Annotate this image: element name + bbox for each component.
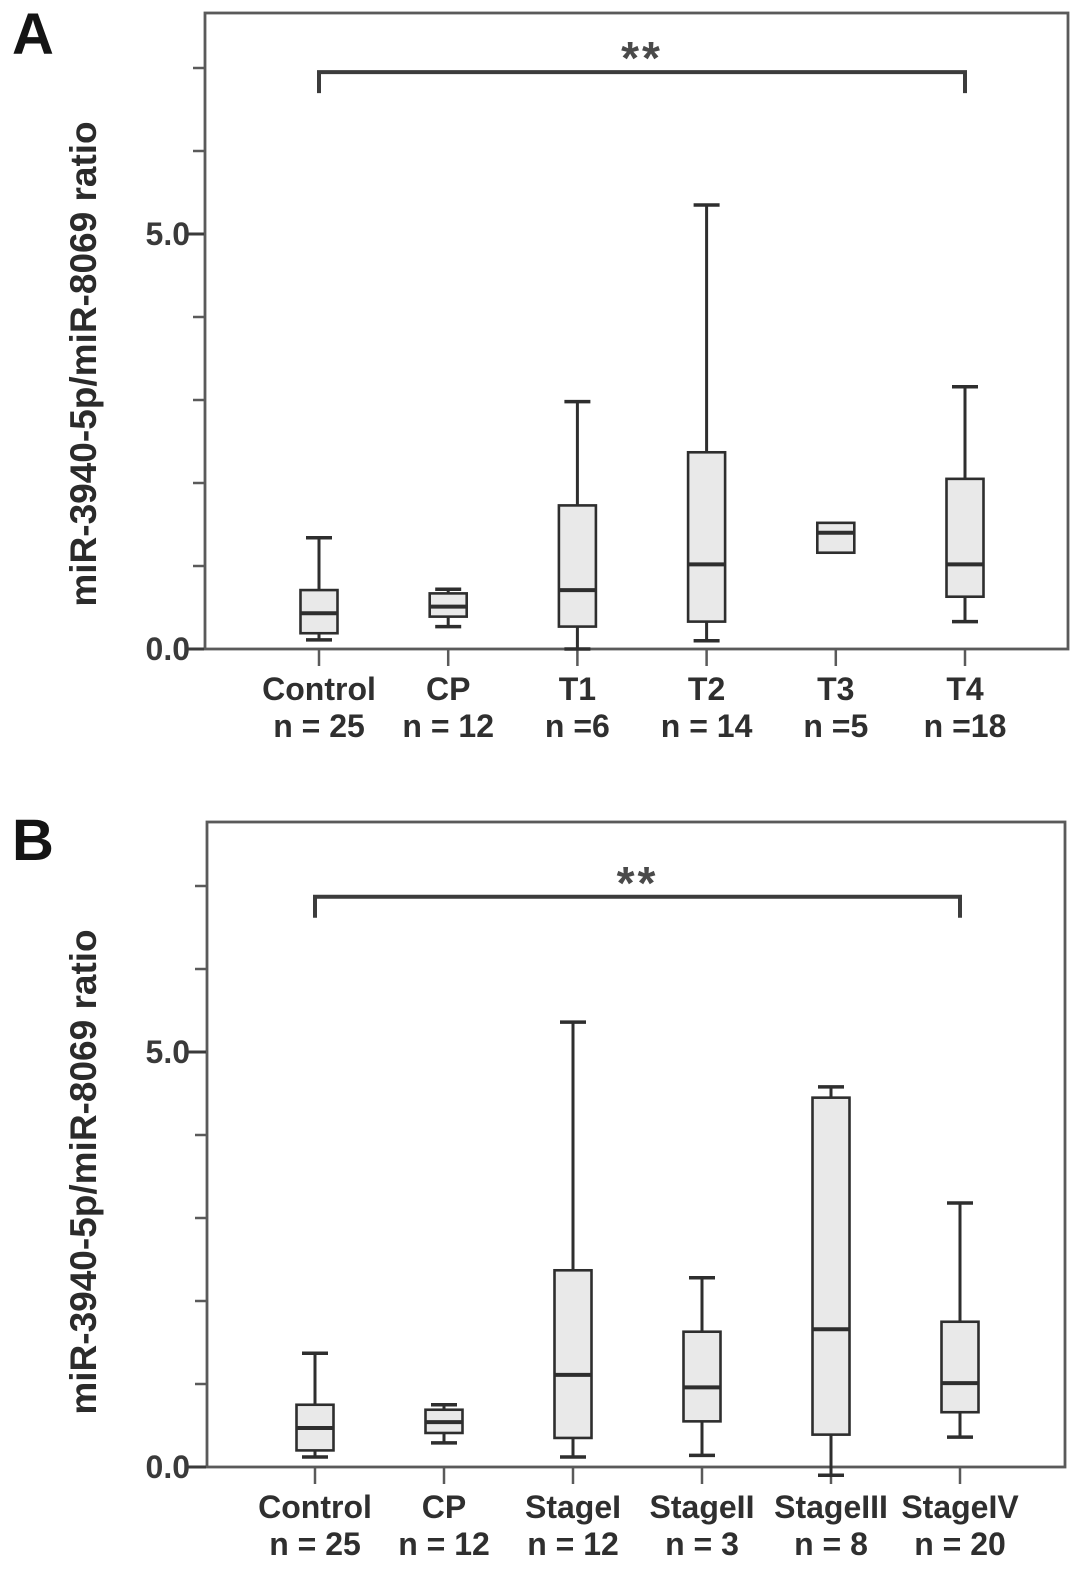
category-label-StageI: StageI n = 12: [478, 1489, 668, 1563]
boxplot-Control: [299, 536, 339, 642]
panel-a-ytick-label-0: 0.0: [145, 631, 190, 667]
boxplot-StageI: [553, 1020, 593, 1459]
category-name: StageII: [649, 1489, 755, 1525]
panel-a-letter: A: [12, 2, 54, 67]
category-label-T3: T3 n =5: [741, 671, 931, 745]
boxplot-T4: [945, 384, 985, 624]
panel-b: **: [188, 820, 1067, 1484]
significance-stars: **: [621, 32, 663, 84]
iqr-box: [940, 1320, 980, 1414]
iqr-box: [815, 521, 856, 555]
significance-stars: **: [617, 857, 659, 909]
category-label-Control: Control n = 25: [220, 1489, 410, 1563]
boxplot-T2: [686, 203, 727, 643]
category-n-count: n =6: [544, 708, 610, 744]
significance-bracket: [317, 70, 967, 94]
category-label-CP: CP n = 12: [349, 1489, 539, 1563]
category-label-T1: T1 n =6: [482, 671, 672, 745]
iqr-box: [686, 450, 727, 623]
iqr-box: [945, 477, 985, 599]
panel-a-ytick-label-5: 5.0: [145, 216, 190, 252]
category-label-Control: Control n = 25: [224, 671, 414, 745]
panel-b-letter: B: [12, 808, 54, 873]
category-name: Control: [262, 671, 376, 707]
plot-border: [205, 820, 1067, 1469]
panel-b-ytick-label-0: 0.0: [145, 1449, 190, 1485]
iqr-box: [811, 1096, 851, 1436]
panel-b-ytick-label-5: 5.0: [145, 1034, 190, 1070]
category-n-count: n = 12: [402, 708, 494, 744]
iqr-box: [557, 504, 598, 628]
category-n-count: n = 12: [527, 1526, 619, 1562]
boxplot-StageIII: [811, 1085, 851, 1478]
boxplot-T3: [815, 521, 856, 555]
category-name: T2: [687, 671, 726, 707]
category-n-count: n = 20: [914, 1526, 1006, 1562]
category-name: StageI: [524, 1489, 622, 1525]
iqr-box: [553, 1268, 593, 1440]
category-n-count: n = 12: [398, 1526, 490, 1562]
category-n-count: n = 25: [273, 708, 365, 744]
category-name: T1: [558, 671, 597, 707]
category-n-count: n = 3: [665, 1526, 739, 1562]
category-n-count: n = 14: [660, 708, 753, 744]
category-name: StageIV: [901, 1489, 1019, 1525]
category-label-T4: T4 n =18: [870, 671, 1060, 745]
iqr-box: [682, 1330, 722, 1423]
category-label-CP: CP n = 12: [353, 671, 543, 745]
category-label-T2: T2 n = 14: [612, 671, 802, 745]
category-label-StageIII: StageIII n = 8: [736, 1489, 926, 1563]
category-n-count: n = 8: [794, 1526, 868, 1562]
category-n-count: n =5: [803, 708, 869, 744]
boxplot-CP: [428, 587, 469, 629]
category-name: T4: [946, 671, 984, 707]
boxplot-CP: [424, 1403, 464, 1445]
significance-bracket: [313, 894, 962, 918]
category-n-count: n = 25: [269, 1526, 361, 1562]
category-name: Control: [258, 1489, 372, 1525]
boxplot-T1: [557, 399, 598, 651]
plot-border: [203, 11, 1070, 651]
panel-a: **: [186, 11, 1070, 666]
boxplot-Control: [295, 1351, 335, 1459]
category-label-StageIV: StageIV n = 20: [865, 1489, 1055, 1563]
category-label-StageII: StageII n = 3: [607, 1489, 797, 1563]
category-n-count: n =18: [923, 708, 1007, 744]
category-name: T3: [817, 671, 855, 707]
category-name: StageIII: [774, 1489, 888, 1525]
category-name: CP: [425, 671, 471, 707]
boxplot-StageII: [682, 1276, 722, 1458]
boxplot-StageIV: [940, 1201, 980, 1439]
category-name: CP: [421, 1489, 467, 1525]
